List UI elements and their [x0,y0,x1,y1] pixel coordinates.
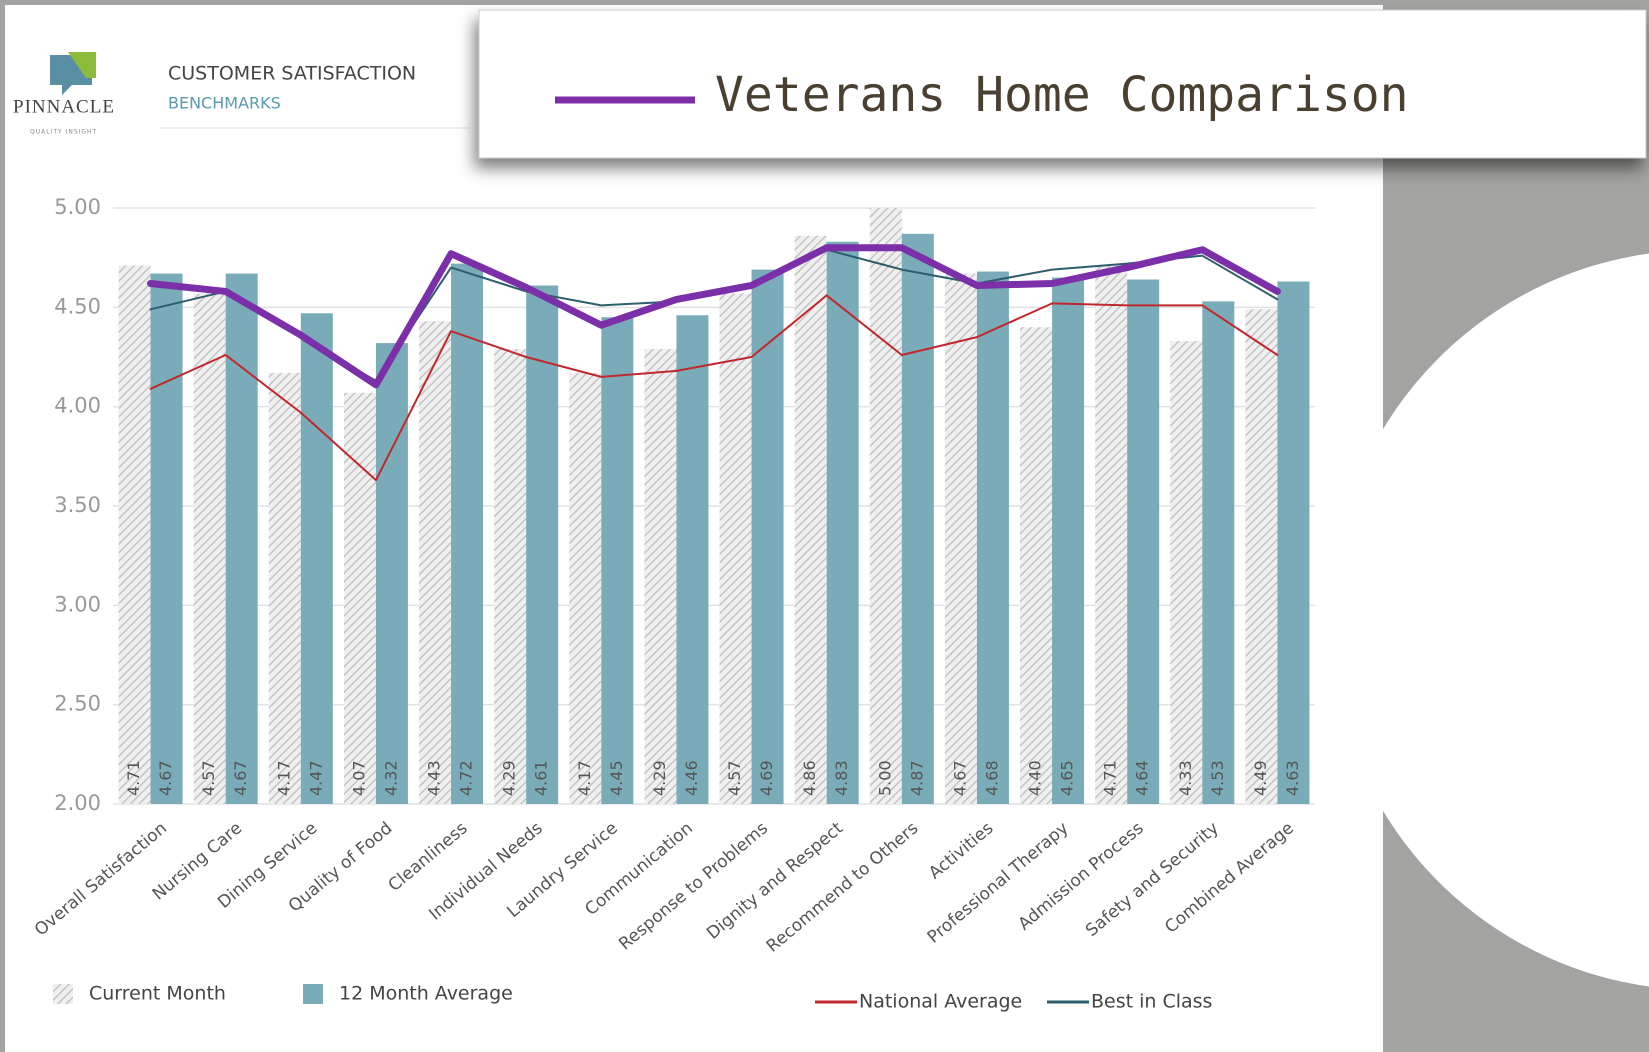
value-label: 4.29 [650,760,669,796]
bar [494,349,526,804]
bar [451,264,483,804]
value-label: 4.65 [1058,760,1077,796]
bar [945,274,977,804]
bar [1202,301,1234,804]
value-label: 4.71 [124,760,143,796]
bar [1095,266,1127,804]
value-label: 5.00 [875,760,894,796]
y-tick-label: 4.00 [54,394,101,418]
legend-swatch [53,984,73,1004]
bar [151,274,183,804]
value-label: 4.32 [381,760,400,796]
value-label: 4.33 [1176,760,1195,796]
bar [376,343,408,804]
bar [827,242,859,804]
logo-tagline: QUALITY INSIGHT [30,129,97,136]
chart-title: CUSTOMER SATISFACTION [168,63,416,85]
bar [301,313,333,804]
bar [419,321,451,804]
legend-label: Best in Class [1091,991,1212,1013]
value-label: 4.45 [607,760,626,796]
value-label: 4.63 [1283,760,1302,796]
legend-label: Current Month [89,983,226,1005]
bar [1170,341,1202,804]
bar [1277,282,1309,804]
y-tick-label: 3.50 [54,493,101,517]
callout: Veterans Home Comparison [479,10,1646,158]
value-label: 4.67 [231,760,250,796]
value-label: 4.71 [1101,760,1120,796]
legend-swatch [303,984,323,1004]
legend-label: National Average [859,991,1022,1013]
bar [569,373,601,804]
y-tick-label: 2.50 [54,692,101,716]
bar [226,274,258,804]
page: PINNACLE QUALITY INSIGHT CUSTOMER SATISF… [0,0,1649,1052]
value-label: 4.40 [1026,760,1045,796]
y-tick-label: 4.50 [54,294,101,318]
bar [644,349,676,804]
value-label: 4.67 [156,760,175,796]
logo-text: PINNACLE [13,96,115,117]
bar [977,272,1009,804]
value-label: 4.29 [500,760,519,796]
chart-subtitle: BENCHMARKS [168,94,281,113]
value-label: 4.83 [832,760,851,796]
bar [119,266,151,804]
chart: PINNACLE QUALITY INSIGHT CUSTOMER SATISF… [0,0,1649,1052]
value-label: 4.61 [532,760,551,796]
bar [1245,309,1277,804]
value-label: 4.64 [1133,760,1152,796]
value-label: 4.57 [199,760,218,796]
bar [870,208,902,804]
bar [752,270,784,804]
value-label: 4.07 [349,760,368,796]
bar [1127,280,1159,804]
value-label: 4.68 [982,760,1001,796]
bar [676,315,708,804]
value-label: 4.57 [725,760,744,796]
callout-text: Veterans Home Comparison [715,67,1409,123]
bar [601,317,633,804]
value-label: 4.17 [575,760,594,796]
bar [902,234,934,804]
value-label: 4.47 [306,760,325,796]
bar [269,373,301,804]
y-tick-label: 3.00 [54,592,101,616]
legend-label: 12 Month Average [339,983,513,1005]
bar [1052,278,1084,804]
bar [1020,327,1052,804]
value-label: 4.49 [1251,760,1270,796]
value-label: 4.53 [1208,760,1227,796]
value-label: 4.87 [907,760,926,796]
y-tick-label: 5.00 [54,195,101,219]
value-label: 4.67 [950,760,969,796]
value-label: 4.17 [274,760,293,796]
bar [720,293,752,804]
y-tick-label: 2.00 [54,791,101,815]
value-label: 4.72 [457,760,476,796]
value-label: 4.46 [682,760,701,796]
value-label: 4.43 [425,760,444,796]
value-label: 4.86 [800,760,819,796]
bar [795,236,827,804]
bar [194,293,226,804]
value-label: 4.69 [757,760,776,796]
